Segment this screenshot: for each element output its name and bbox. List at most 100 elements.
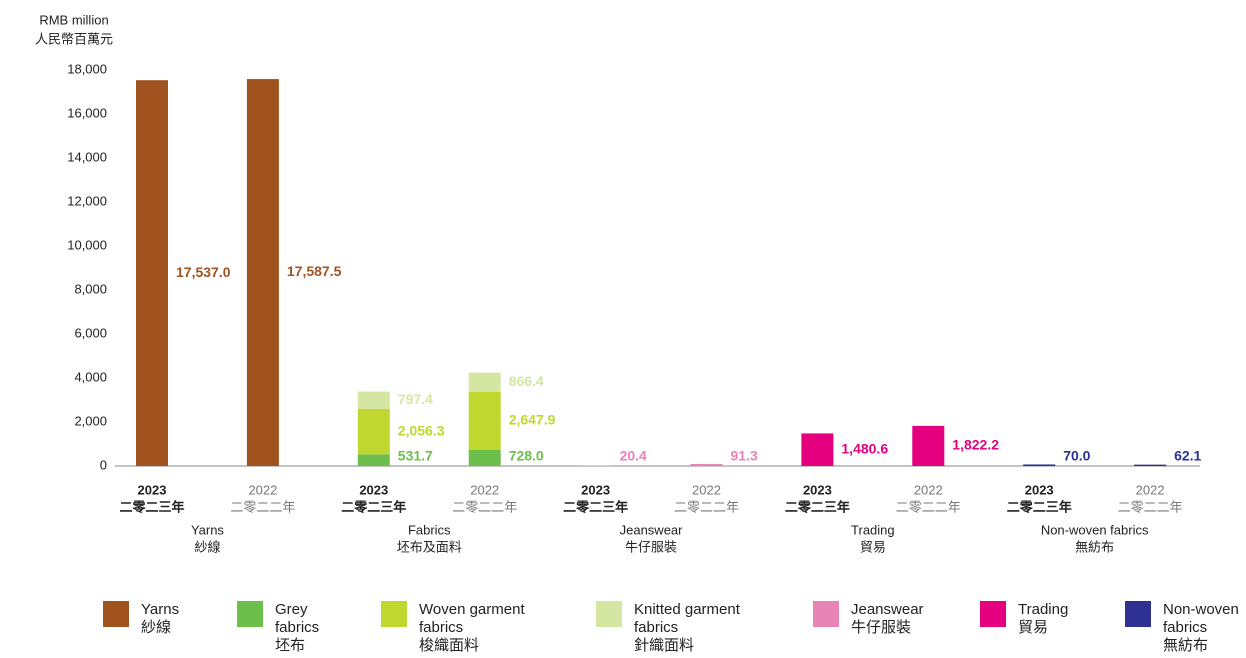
- bar-segment: [1023, 464, 1056, 466]
- legend-label: Woven garment fabrics: [419, 601, 525, 636]
- value-label: 2,056.3: [398, 422, 445, 438]
- x-tick-label: 2023: [581, 482, 610, 497]
- legend-item: Non-woven fabrics 無紡布: [1125, 601, 1246, 655]
- legend-label-zh: 坯布: [275, 637, 306, 654]
- legend-label: Jeanswear: [851, 601, 924, 618]
- legend-label-zh: 無紡布: [1163, 637, 1209, 654]
- legend-label: Non-woven fabrics: [1163, 601, 1239, 636]
- group-label: Yarns: [191, 522, 224, 537]
- bar-segment: [357, 409, 390, 455]
- legend-label: Trading: [1018, 601, 1069, 618]
- x-tick-label-zh: 二零二二年: [674, 499, 739, 514]
- legend-item: Yarns 紗線: [103, 601, 211, 637]
- legend-swatch: [813, 601, 839, 627]
- group-label: Non-woven fabrics: [1041, 522, 1149, 537]
- x-tick-label: 2023: [138, 482, 167, 497]
- legend-swatch: [381, 601, 407, 627]
- x-tick-label: 2023: [359, 482, 388, 497]
- legend-swatch: [1125, 601, 1151, 627]
- legend-text: Knitted garment fabrics 針織面料: [634, 601, 774, 655]
- legend-label-zh: 針織面料: [634, 637, 695, 654]
- bar-segment: [468, 391, 501, 450]
- legend-text: Jeanswear 牛仔服裝: [851, 601, 961, 637]
- value-label: 797.4: [398, 391, 433, 407]
- legend-text: Trading 貿易: [1018, 601, 1108, 637]
- y-tick-label: 14,000: [67, 149, 107, 164]
- bar-segment: [136, 80, 168, 466]
- value-label: 1,480.6: [841, 440, 888, 456]
- bar-segment: [468, 449, 501, 466]
- x-tick-label: 2023: [1025, 482, 1054, 497]
- legend-label-zh: 梭織面料: [419, 637, 480, 654]
- legend-label: Knitted garment fabrics: [634, 601, 740, 636]
- x-tick-label: 2022: [692, 482, 721, 497]
- legend-label: Yarns: [141, 601, 180, 618]
- x-tick-label-zh: 二零二二年: [896, 499, 961, 514]
- x-tick-label-zh: 二零二二年: [1118, 499, 1183, 514]
- y-axis-label-zh: 人民幣百萬元: [35, 31, 113, 46]
- group-label: Trading: [851, 522, 895, 537]
- y-tick-label: 4,000: [74, 369, 107, 384]
- y-tick-label: 12,000: [67, 193, 107, 208]
- value-label: 1,822.2: [952, 437, 999, 453]
- value-label: 2,647.9: [509, 412, 556, 428]
- value-label: 62.1: [1174, 448, 1201, 464]
- legend-label-zh: 牛仔服裝: [851, 619, 912, 636]
- value-label: 91.3: [731, 448, 758, 464]
- y-tick-label: 18,000: [67, 61, 107, 76]
- x-tick-label: 2023: [803, 482, 832, 497]
- y-tick-label: 0: [100, 457, 107, 472]
- x-tick-label-zh: 二零二三年: [341, 499, 406, 514]
- legend-item: Knitted garment fabrics 針織面料: [596, 601, 774, 655]
- value-label: 17,537.0: [176, 264, 231, 280]
- x-tick-label: 2022: [1136, 482, 1165, 497]
- group-label: Jeanswear: [620, 522, 684, 537]
- legend-swatch: [980, 601, 1006, 627]
- bar-segment: [801, 433, 834, 466]
- value-label: 17,587.5: [287, 263, 342, 279]
- x-tick-label: 2022: [248, 482, 277, 497]
- x-tick-label: 2022: [914, 482, 943, 497]
- x-tick-label-zh: 二零二三年: [563, 499, 628, 514]
- bar-segment: [357, 391, 390, 410]
- y-tick-label: 8,000: [74, 281, 107, 296]
- y-tick-label: 10,000: [67, 237, 107, 252]
- group-label: Fabrics: [408, 522, 451, 537]
- legend-item: Trading 貿易: [980, 601, 1108, 637]
- y-axis-label: RMB million: [39, 12, 108, 27]
- x-tick-label-zh: 二零二二年: [230, 499, 295, 514]
- legend-text: Non-woven fabrics 無紡布: [1163, 601, 1246, 655]
- bar-segment: [357, 454, 390, 466]
- y-tick-label: 6,000: [74, 325, 107, 340]
- group-label-zh: 紗線: [194, 539, 220, 554]
- value-label: 531.7: [398, 448, 433, 464]
- legend-item: Jeanswear 牛仔服裝: [813, 601, 961, 637]
- chart: RMB million 人民幣百萬元 0 2,000 4,000 6,000 8,000…: [35, 12, 1202, 554]
- value-label: 70.0: [1063, 448, 1090, 464]
- group-label-zh: 無紡布: [1075, 539, 1114, 554]
- legend-swatch: [596, 601, 622, 627]
- x-tick-label-zh: 二零二三年: [1007, 499, 1072, 514]
- group-label-zh: 坯布及面料: [397, 539, 462, 554]
- y-tick-label: 16,000: [67, 105, 107, 120]
- x-tick-label-zh: 二零二三年: [785, 499, 850, 514]
- bar-segment: [246, 79, 279, 466]
- bar-segment: [1134, 464, 1167, 466]
- legend-item: Grey fabrics 坯布: [237, 601, 335, 655]
- legend-text: Yarns 紗線: [141, 601, 211, 637]
- x-tick-label-zh: 二零二三年: [119, 499, 184, 514]
- legend-text: Woven garment fabrics 梭織面料: [419, 601, 559, 655]
- legend-label-zh: 貿易: [1018, 619, 1049, 636]
- value-label: 20.4: [620, 448, 647, 464]
- x-tick-label: 2022: [470, 482, 499, 497]
- value-label: 866.4: [509, 373, 544, 389]
- legend-swatch: [237, 601, 263, 627]
- legend-text: Grey fabrics 坯布: [275, 601, 335, 655]
- legend-label: Grey fabrics: [275, 601, 320, 636]
- group-label-zh: 貿易: [860, 539, 886, 554]
- legend-swatch: [103, 601, 129, 627]
- x-tick-label-zh: 二零二二年: [452, 499, 517, 514]
- bar-segment: [912, 425, 945, 466]
- bar-segment: [690, 463, 723, 466]
